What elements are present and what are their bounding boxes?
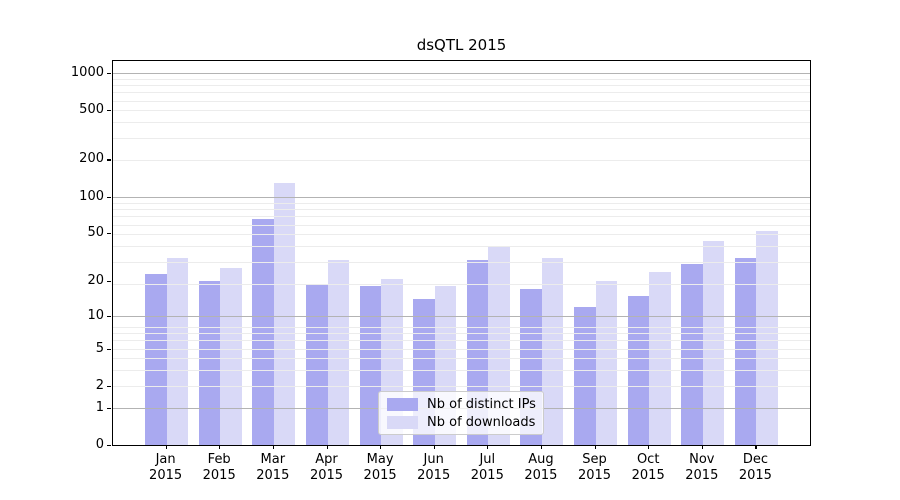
chart-title: dsQTL 2015: [416, 36, 507, 54]
bar-distinct-ips-sep: [574, 306, 596, 445]
gridline-minor: [113, 283, 810, 285]
x-tick: [219, 445, 221, 449]
x-tick: [648, 445, 650, 449]
x-tick-label: Apr 2015: [309, 452, 344, 483]
bar-downloads-nov: [702, 241, 725, 445]
y-tick-label: 1000: [70, 64, 104, 80]
y-tick-label: 200: [79, 151, 104, 167]
x-tick-label: Nov 2015: [685, 452, 719, 483]
gridline-major: [113, 196, 810, 198]
gridline-minor: [113, 202, 810, 204]
legend: Nb of distinct IPs Nb of downloads: [378, 391, 544, 435]
legend-item-distinct-ips: Nb of distinct IPs: [387, 396, 536, 412]
legend-swatch-downloads: [387, 415, 418, 429]
bar-distinct-ips-mar: [252, 218, 274, 445]
legend-label-downloads: Nb of downloads: [427, 414, 536, 430]
y-tick-label: 50: [87, 225, 104, 241]
plot-area: [112, 60, 811, 446]
x-tick-label: Oct 2015: [631, 452, 665, 483]
x-tick: [433, 445, 435, 449]
gridline-minor: [113, 159, 810, 161]
y-tick: [107, 348, 111, 350]
bar-distinct-ips-jan: [145, 273, 167, 445]
gridline-minor: [113, 326, 810, 328]
x-tick-label: Aug 2015: [524, 452, 558, 483]
gridline-minor: [113, 348, 810, 350]
x-tick: [165, 445, 167, 449]
y-tick: [107, 281, 111, 283]
x-tick-label: Jun 2015: [417, 452, 451, 483]
x-tick-label: Dec 2015: [738, 452, 772, 483]
legend-label-distinct-ips: Nb of distinct IPs: [427, 396, 536, 412]
gridline-minor: [113, 100, 810, 102]
bar-distinct-ips-dec: [734, 258, 757, 445]
gridline-minor: [113, 137, 810, 139]
y-tick-label: 5: [95, 340, 104, 356]
gridline-minor: [113, 246, 810, 248]
y-tick: [107, 196, 111, 198]
bar-distinct-ips-feb: [198, 281, 221, 445]
y-tick: [107, 315, 111, 318]
x-tick: [380, 445, 382, 449]
gridline-minor: [113, 110, 810, 112]
y-tick: [107, 385, 111, 387]
y-tick-label: 20: [87, 273, 104, 288]
y-tick-label: 1: [95, 399, 104, 415]
gridline-minor: [113, 234, 810, 236]
x-tick: [755, 445, 757, 449]
gridline-minor: [113, 216, 810, 218]
y-tick-label: 500: [79, 102, 104, 118]
x-tick: [487, 445, 489, 449]
bar-distinct-ips-may: [359, 286, 382, 445]
y-tick-label: 0: [95, 437, 104, 452]
gridline-major: [113, 72, 810, 74]
y-tick-label: 2: [95, 377, 104, 393]
gridline-minor: [113, 224, 810, 226]
y-tick: [107, 159, 111, 161]
gridline-minor: [113, 358, 810, 360]
gridline-minor: [113, 370, 810, 372]
gridline-minor: [113, 78, 810, 80]
x-tick: [272, 445, 274, 449]
gridline-minor: [113, 385, 810, 387]
gridline-minor: [113, 122, 810, 124]
x-tick: [594, 445, 596, 449]
x-tick-label: Feb 2015: [202, 452, 236, 483]
x-tick-label: Mar 2015: [256, 452, 290, 483]
y-tick: [107, 445, 111, 447]
gridline-minor: [113, 209, 810, 210]
gridline-minor: [113, 340, 810, 342]
bar-downloads-feb: [220, 267, 242, 445]
gridline-minor: [113, 92, 810, 94]
x-tick: [701, 445, 703, 449]
y-tick: [107, 233, 111, 235]
bar-distinct-ips-nov: [681, 263, 703, 445]
bar-downloads-dec: [756, 231, 778, 445]
y-axis: 0 1 2 5 10 20 50 100 200 500 1000: [0, 61, 104, 452]
x-tick: [540, 445, 543, 449]
y-tick-label: 100: [79, 188, 104, 204]
gridline-minor: [113, 333, 810, 334]
legend-item-downloads: Nb of downloads: [387, 415, 535, 430]
x-tick: [326, 445, 328, 449]
bar-distinct-ips-apr: [306, 283, 328, 445]
gridline-major: [113, 315, 810, 317]
x-tick-label: Jul 2015: [470, 452, 504, 483]
x-tick-label: May 2015: [363, 452, 397, 483]
y-tick: [107, 407, 111, 409]
bar-downloads-mar: [273, 182, 296, 445]
y-tick-label: 10: [87, 307, 104, 323]
y-tick: [107, 110, 111, 112]
bar-downloads-jan: [166, 258, 189, 445]
gridline-minor: [113, 85, 810, 86]
bar-downloads-apr: [327, 260, 349, 445]
bar-downloads-sep: [595, 281, 617, 445]
legend-swatch-distinct-ips: [387, 397, 418, 411]
x-tick-label: Sep 2015: [577, 452, 612, 483]
x-tick-label: Jan 2015: [149, 452, 183, 483]
y-tick: [107, 72, 111, 75]
bar-downloads-aug: [541, 258, 564, 445]
gridline-minor: [113, 261, 810, 263]
